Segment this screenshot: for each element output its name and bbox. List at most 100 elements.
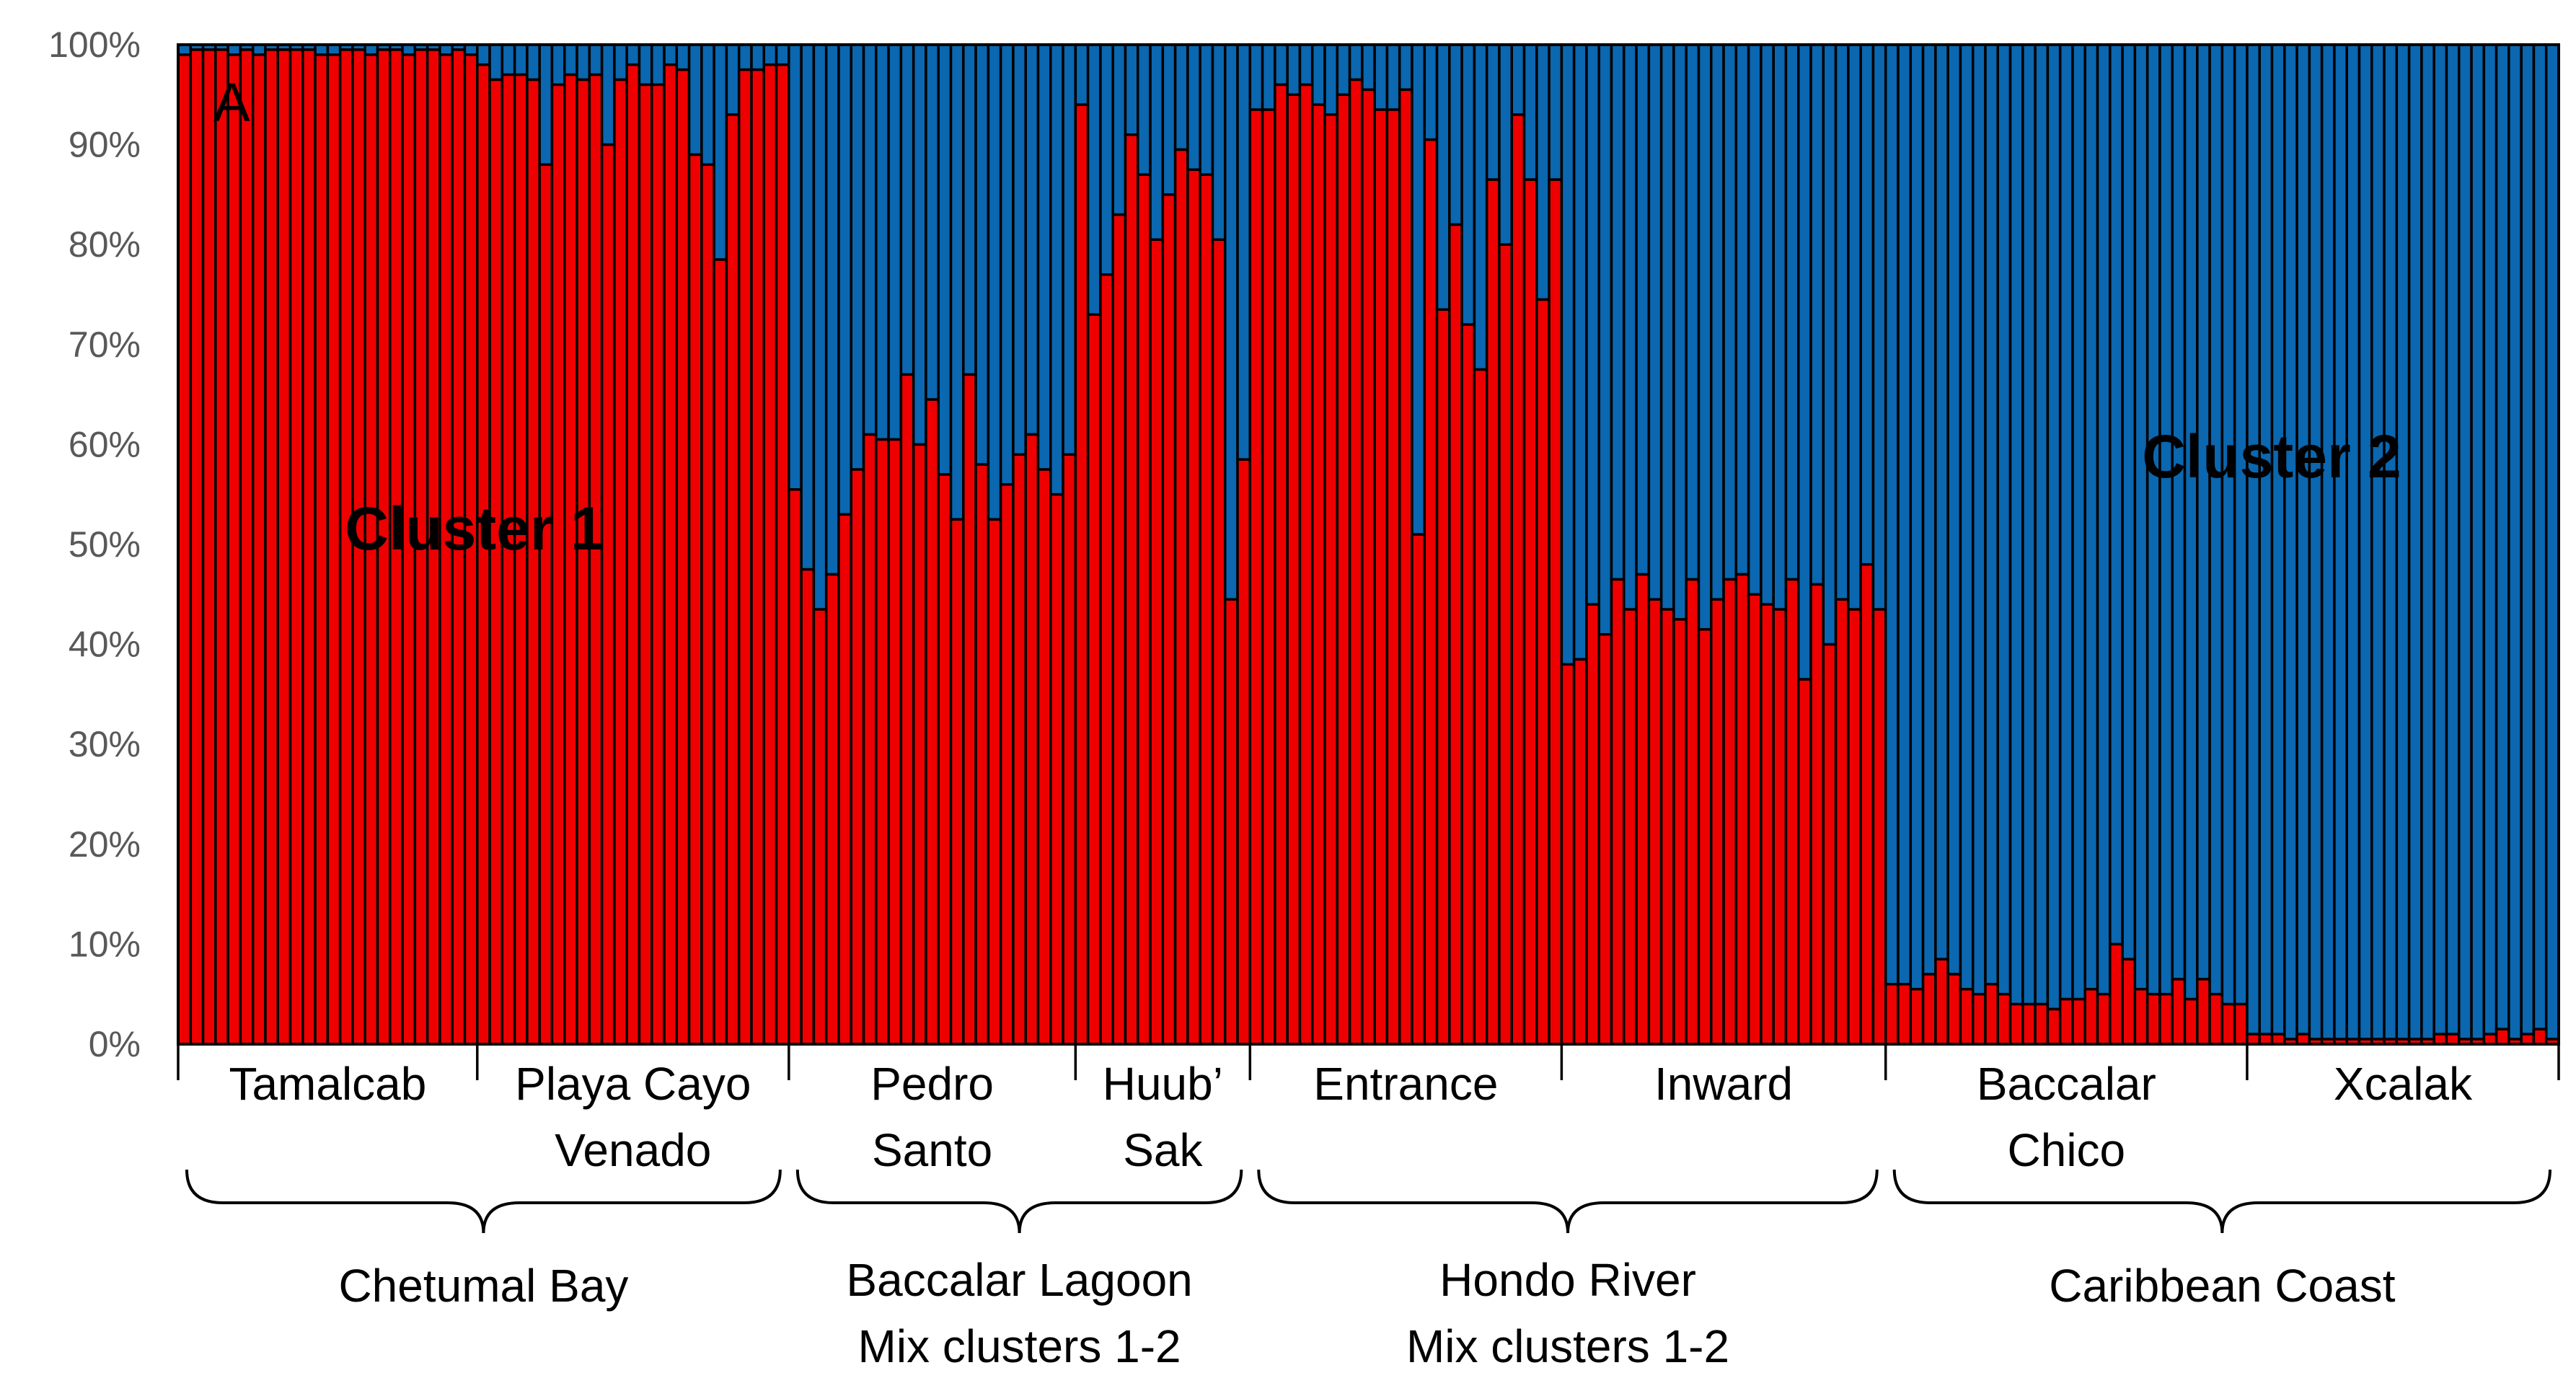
bar-cluster-1 [1448,223,1463,1046]
bar-cluster-2 [2258,43,2274,1035]
bar-cluster-2 [2083,43,2099,991]
bar-cluster-1 [663,63,679,1046]
bar-cluster-1 [1211,238,1227,1046]
bar-cluster-1 [999,483,1015,1046]
bar-cluster-1 [1124,133,1139,1046]
bar-cluster-2 [1286,43,1302,97]
bar-cluster-2 [1236,43,1252,461]
bar-cluster-2 [550,43,566,87]
population-label: Baccalar [1977,1058,2156,1110]
bar-cluster-2 [226,43,242,56]
bar-cluster-2 [1473,43,1488,371]
bar-cluster-2 [687,43,703,156]
bar-cluster-1 [1623,608,1638,1046]
y-tick-label: 20% [69,824,141,865]
bar-cluster-2 [251,43,267,56]
bar-cluster-1 [1336,93,1351,1046]
bar-cluster-1 [1672,618,1688,1046]
bar-cluster-2 [974,43,990,466]
bar-cluster-1 [1348,78,1364,1046]
cluster-2-label: Cluster 2 [2142,423,2401,490]
bar-cluster-2 [1336,43,1351,97]
bar-cluster-1 [1772,608,1788,1046]
bar-cluster-2 [1659,43,1675,611]
bar-cluster-1 [288,48,304,1046]
bar-cluster-2 [1398,43,1413,92]
bar-cluster-1 [2071,997,2087,1046]
bar-cluster-1 [812,608,828,1046]
bar-cluster-2 [401,43,417,56]
bar-cluster-1 [177,53,193,1046]
bar-cluster-1 [1822,642,1838,1046]
bar-cluster-2 [2133,43,2149,991]
bar-cluster-2 [1036,43,1052,471]
bar-cluster-1 [2220,1002,2236,1046]
bar-cluster-1 [2270,1033,2286,1046]
plot-border [177,43,2560,1046]
bar-cluster-1 [1946,973,1962,1046]
region-brace [795,1169,1243,1234]
bar-cluster-1 [1223,598,1239,1046]
bar-cluster-2 [1760,43,1775,606]
bar-cluster-2 [1211,43,1227,242]
bar-cluster-1 [1934,958,1949,1046]
bar-cluster-2 [2357,43,2373,1041]
bar-cluster-2 [2407,43,2423,1041]
bar-cluster-2 [526,43,541,81]
bar-cluster-1 [949,518,965,1046]
bar-cluster-1 [1111,213,1127,1046]
bar-cluster-2 [177,43,193,56]
bar-cluster-2 [2246,43,2261,1035]
bar-cluster-2 [999,43,1015,486]
bar-cluster-1 [837,513,853,1046]
bar-cluster-2 [1049,43,1064,496]
bar-cluster-1 [1473,368,1488,1046]
y-axis: 0% 10% 20% 30% 40% 50% 60% 70% 80% 90% 100% [48,25,141,1064]
bar-cluster-1 [1635,573,1651,1046]
bar-cluster-1 [2034,1002,2050,1046]
bar-cluster-1 [762,63,778,1046]
population-label: Xcalak [2334,1058,2473,1110]
bar-cluster-2 [1522,43,1538,181]
bar-cluster-2 [363,43,379,56]
population-label: Entrance [1313,1058,1498,1110]
bar-cluster-1 [962,373,977,1046]
bar-cluster-2 [1946,43,1962,976]
bar-cluster-2 [650,43,666,87]
bar-cluster-2 [563,43,578,76]
bar-cluster-1 [1373,108,1389,1046]
bar-cluster-2 [1772,43,1788,611]
bar-cluster-2 [588,43,604,76]
bar-cluster-2 [1934,43,1949,961]
bar-cluster-2 [463,43,479,56]
bar-cluster-1 [550,83,566,1046]
bar-cluster-2 [2034,43,2050,1006]
bar-cluster-2 [1747,43,1763,596]
bar-cluster-2 [1460,43,1476,326]
population-label: Tamalcab [229,1058,426,1110]
y-tick-label: 70% [69,324,141,365]
cluster-1-label: Cluster 1 [345,495,604,562]
bar-cluster-1 [1236,458,1252,1046]
bar-cluster-1 [2021,1002,2037,1046]
population-label: Venado [555,1124,711,1176]
bar-cluster-2 [1697,43,1713,631]
bar-cluster-1 [1734,573,1750,1046]
bar-cluster-2 [2345,43,2361,1041]
bar-cluster-1 [189,48,205,1046]
bar-cluster-2 [2432,43,2448,1035]
population-label: Playa Cayo [515,1058,751,1110]
bar-cluster-2 [1996,43,2012,996]
bar-cluster-2 [2320,43,2336,1041]
bar-cluster-1 [1024,433,1040,1046]
bar-cluster-2 [2158,43,2174,996]
bar-cluster-2 [1074,43,1090,106]
bar-cluster-2 [2295,43,2311,1035]
bar-cluster-1 [1149,238,1165,1046]
region-brace [1257,1169,1879,1234]
bar-cluster-2 [1248,43,1264,111]
bar-cluster-2 [1710,43,1725,601]
bar-cluster-2 [1560,43,1576,666]
bar-cluster-1 [2196,978,2211,1046]
bar-cluster-2 [2071,43,2087,1001]
